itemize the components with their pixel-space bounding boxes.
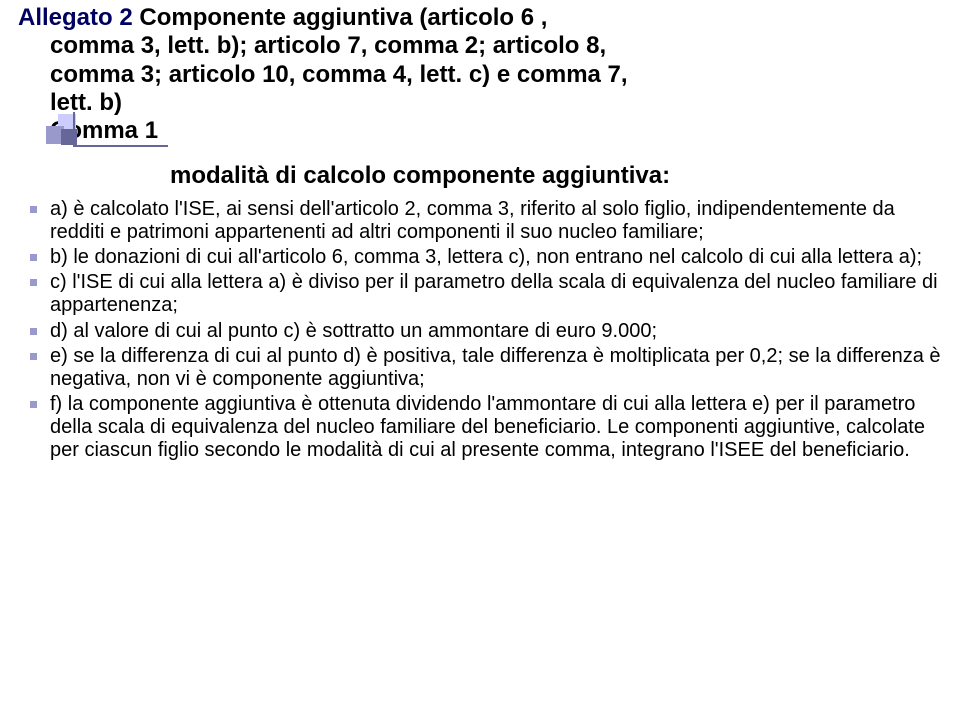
bullet-list: a) è calcolato l'ISE, ai sensi dell'arti… bbox=[18, 198, 941, 463]
title-rest-1: Componente aggiuntiva (articolo 6 , bbox=[133, 4, 548, 31]
list-item: d) al valore di cui al punto c) è sottra… bbox=[20, 320, 941, 343]
title-line-2: comma 3, lett. b); articolo 7, comma 2; … bbox=[50, 32, 941, 60]
title-line-3: comma 3; articolo 10, comma 4, lett. c) … bbox=[50, 61, 941, 89]
document-page: Allegato 2 Componente aggiuntiva (artico… bbox=[0, 0, 959, 463]
slide-logo-icon bbox=[18, 112, 178, 152]
list-item: b) le donazioni di cui all'articolo 6, c… bbox=[20, 246, 941, 269]
logo-wrap bbox=[18, 112, 941, 156]
list-item: e) se la differenza di cui al punto d) è… bbox=[20, 345, 941, 391]
title-line-1: Allegato 2 Componente aggiuntiva (artico… bbox=[18, 4, 941, 32]
subtitle: modalità di calcolo componente aggiuntiv… bbox=[170, 162, 941, 190]
list-item: a) è calcolato l'ISE, ai sensi dell'arti… bbox=[20, 198, 941, 244]
list-item: c) l'ISE di cui alla lettera a) è diviso… bbox=[20, 271, 941, 317]
list-item: f) la componente aggiuntiva è ottenuta d… bbox=[20, 393, 941, 463]
title-prefix: Allegato 2 bbox=[18, 4, 133, 31]
